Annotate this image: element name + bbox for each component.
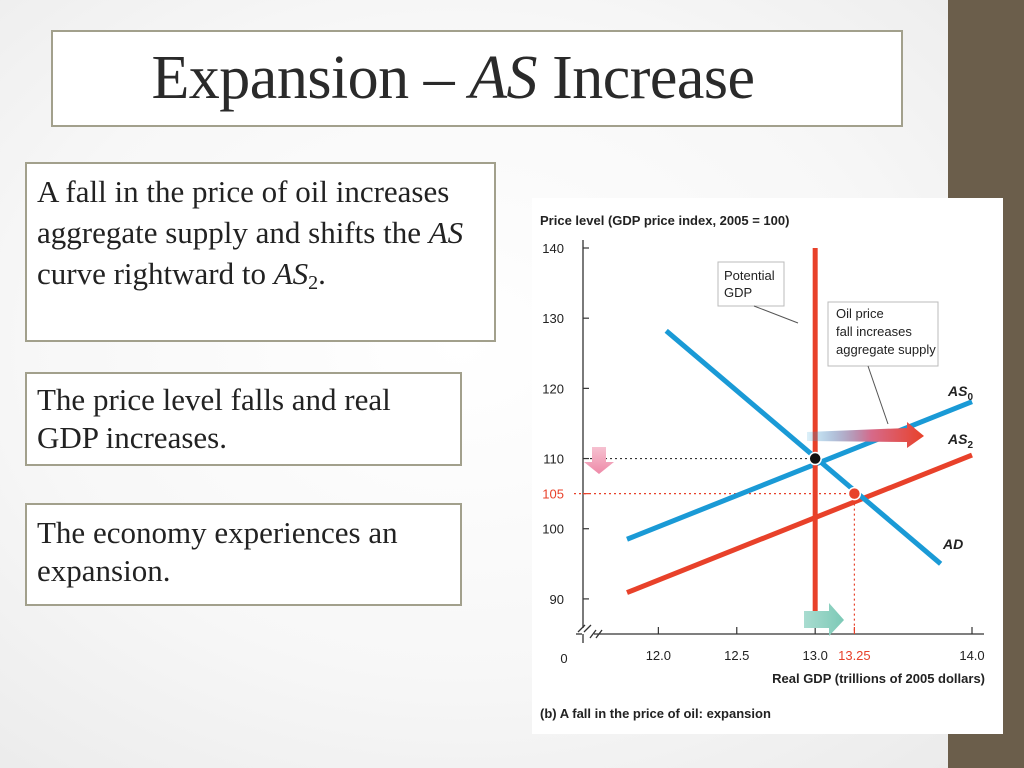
y-tick-label: 100 xyxy=(542,522,564,537)
box1-text-2: AS xyxy=(428,215,464,250)
oil-price-leader xyxy=(867,365,889,425)
series-line-as-0 xyxy=(626,399,973,542)
series-line-as-2 xyxy=(626,452,973,595)
x-axis-label: Real GDP (trillions of 2005 dollars) xyxy=(772,671,985,686)
slide-title: Expansion – AS Increase xyxy=(151,43,755,114)
box1-subscript: 2 xyxy=(308,272,319,294)
oil-price-label-box xyxy=(827,301,939,367)
potential-gdp-leader xyxy=(753,305,799,324)
origin-label: 0 xyxy=(560,651,567,666)
y-tick-label: 120 xyxy=(542,381,564,396)
potential-gdp-label: GDP xyxy=(724,285,752,300)
shift-arrow-icon xyxy=(807,422,924,448)
right-arrow-icon xyxy=(804,603,844,636)
y-tick-label: 105 xyxy=(542,487,564,502)
text-box-price-level: The price level falls and real GDP incre… xyxy=(25,372,462,466)
box1-text-6: . xyxy=(318,256,326,291)
y-axis-label: Price level (GDP price index, 2005 = 100… xyxy=(540,213,789,228)
text-box-oil-price: A fall in the price of oil increases agg… xyxy=(25,162,496,342)
x-axis-break-icon xyxy=(589,629,603,639)
y-tick-label: 110 xyxy=(543,452,564,467)
down-arrow-icon xyxy=(584,447,614,474)
oil-price-label: aggregate supply xyxy=(836,342,936,357)
x-tick-label: 12.0 xyxy=(646,648,671,663)
box1-text-1: A fall in the price of oil increases agg… xyxy=(37,174,450,250)
equilibrium-point xyxy=(847,486,862,501)
ad-curve-label: AD xyxy=(942,536,963,552)
y-tick-label: 90 xyxy=(550,592,564,607)
x-tick-label: 13.25 xyxy=(838,648,871,663)
as0-curve-label: AS0 xyxy=(947,383,973,403)
y-tick-label: 130 xyxy=(542,311,564,326)
box3-text: The economy experiences an expansion. xyxy=(37,515,398,588)
x-tick-label: 12.5 xyxy=(724,648,749,663)
y-tick-label: 140 xyxy=(542,241,564,256)
potential-gdp-label-box xyxy=(717,261,785,307)
potential-gdp-label: Potential xyxy=(724,268,775,283)
oil-price-label: fall increases xyxy=(836,324,912,339)
x-tick-label: 14.0 xyxy=(959,648,984,663)
title-prefix: Expansion – xyxy=(151,44,470,112)
chart-svg: 90 100 105 110 120 130 140 12.0 12.5 13.0 13.25 14.… xyxy=(540,213,985,721)
title-italic: AS xyxy=(469,44,538,112)
text-box-expansion: The economy experiences an expansion. xyxy=(25,503,462,606)
title-box: Expansion – AS Increase xyxy=(51,30,903,127)
oil-price-label: Oil price xyxy=(836,306,884,321)
as2-curve-label: AS2 xyxy=(947,431,973,451)
x-tick-label: 13.0 xyxy=(803,648,828,663)
title-suffix: Increase xyxy=(537,44,755,112)
equilibrium-point xyxy=(808,451,822,466)
box1-text-3: curve rightward to xyxy=(37,256,274,291)
box1-text-4: AS xyxy=(273,256,309,291)
series-line-ad xyxy=(664,328,943,566)
y-axis-break-icon xyxy=(577,624,592,633)
box2-text: The price level falls and real GDP incre… xyxy=(37,382,391,455)
chart-caption: (b) A fall in the price of oil: expansio… xyxy=(540,706,771,721)
chart-panel: 90 100 105 110 120 130 140 12.0 12.5 13.0 13.25 14.… xyxy=(532,198,1003,734)
